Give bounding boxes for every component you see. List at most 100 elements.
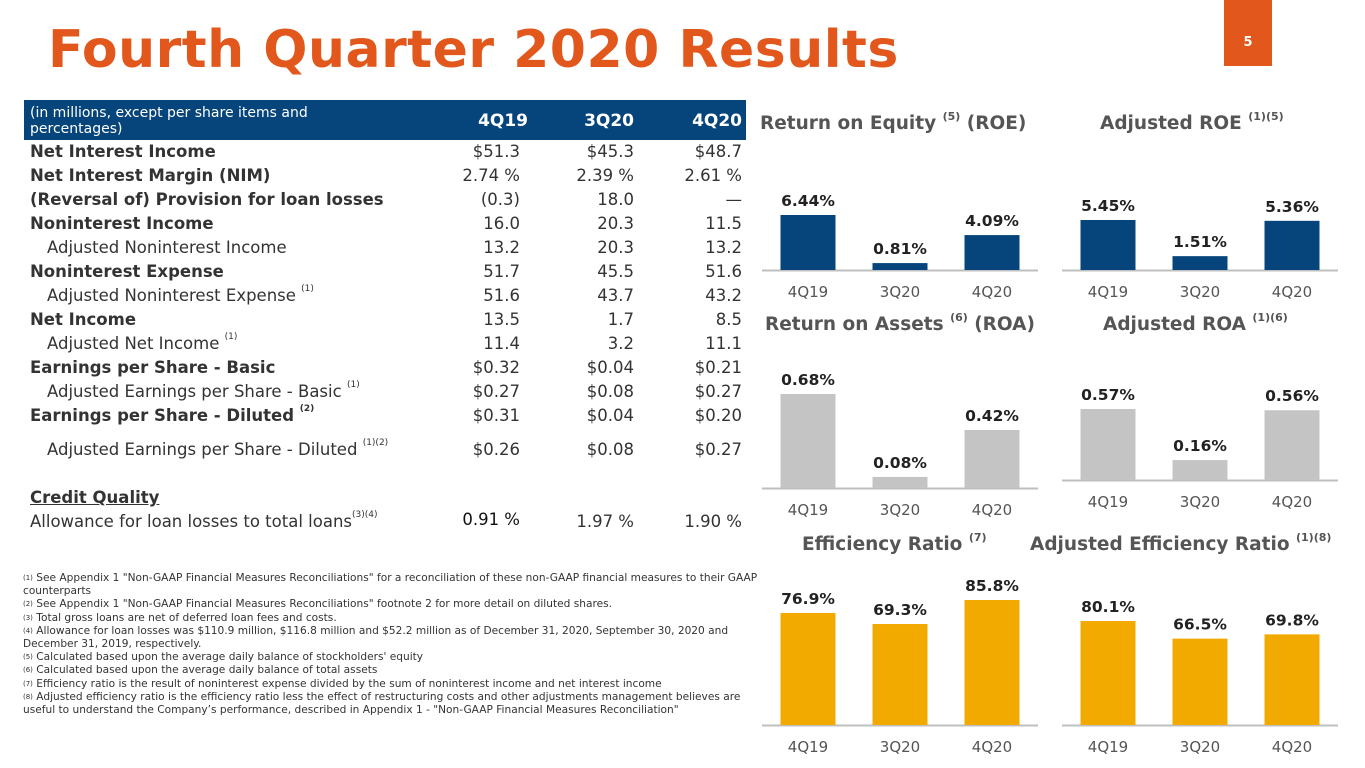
chart-title: Adjusted Efficiency Ratio (1)(8) (1030, 531, 1332, 555)
credit-quality-label: Credit Quality (30, 488, 160, 507)
row-label: Adjusted Earnings per Share - Basic (1) (47, 380, 360, 401)
row-value: $48.7 (694, 142, 742, 161)
table-header-description: (in millions, except per share items and… (30, 105, 308, 137)
tick-label: 4Q20 (972, 501, 1012, 519)
row-label-text: Earnings per Share - Basic (30, 358, 276, 377)
row-label-text: Noninterest Expense (30, 262, 224, 281)
footnote-number: (7) (23, 679, 33, 688)
row-value: $0.04 (586, 358, 634, 377)
row-footnote-ref: (1) (346, 380, 360, 390)
row-label: Noninterest Income (30, 214, 214, 233)
row-value: 18.0 (597, 190, 634, 209)
data-label: 0.08% (873, 454, 927, 472)
row-value: 2.39 % (576, 166, 634, 185)
row-value: 51.6 (705, 262, 742, 281)
page-number: 5 (1243, 35, 1253, 50)
chart-title-text: Adjusted ROE (1100, 113, 1242, 134)
row-label-text: Adjusted Earnings per Share - Diluted (47, 440, 358, 459)
bar-chart: 0.57% 4Q19 0.16% 3Q20 0.56% 4Q20 (1062, 386, 1338, 511)
row-label-text: Net Interest Income (30, 142, 216, 161)
row-value: $0.08 (586, 382, 634, 401)
footnote-number: (1) (23, 574, 33, 582)
row-label-text: Net Interest Margin (NIM) (30, 166, 271, 185)
tick-label: 4Q20 (972, 283, 1012, 301)
row-label-text: Adjusted Earnings per Share - Basic (47, 382, 342, 401)
tick-label: 4Q19 (1088, 493, 1128, 511)
row-value: 20.3 (597, 238, 634, 257)
row-value: $0.27 (694, 440, 742, 459)
row-value: 43.2 (705, 286, 742, 305)
row-label-text: Allowance for loan losses to total loans (30, 512, 352, 531)
footnote: (2) See Appendix 1 "Non-GAAP Financial M… (23, 598, 758, 611)
row-value: 2.74 % (462, 166, 520, 185)
row-footnote-ref: (1) (301, 284, 314, 294)
footnote-number: (8) (23, 692, 33, 701)
page-number-badge: 5 (1224, 0, 1272, 66)
tick-label: 3Q20 (880, 738, 920, 756)
bar (1172, 460, 1228, 480)
row-value: — (725, 190, 743, 209)
footnote-text: Total gross loans are net of deferred lo… (32, 611, 337, 624)
footnote-number: (5) (23, 653, 33, 662)
row-value: 43.7 (597, 286, 634, 305)
chart-title-footnote: (7) (968, 531, 987, 544)
row-label-text: Adjusted Net Income (47, 334, 220, 353)
row-value: 0.91 % (462, 510, 520, 529)
bar (1080, 621, 1136, 725)
data-label: 0.57% (1081, 386, 1135, 404)
bar (780, 394, 836, 488)
tick-label: 4Q20 (1272, 283, 1312, 301)
bar (780, 215, 836, 270)
data-label: 0.81% (873, 240, 927, 258)
row-value: 51.7 (483, 262, 520, 281)
table-row: Noninterest Income 16.0 20.3 11.5 (24, 212, 746, 236)
data-label: 5.36% (1265, 198, 1319, 216)
row-label-text: (Reversal of) Provision for loan losses (30, 190, 384, 209)
footnote: (8) Adjusted efficiency ratio is the eff… (23, 691, 758, 717)
row-value: 1.97 % (576, 512, 634, 531)
row-label: Adjusted Noninterest Expense (1) (47, 284, 314, 305)
tick-label: 4Q19 (1088, 283, 1128, 301)
row-label: Net Income (30, 310, 136, 329)
chart-title-footnote: (5) (942, 110, 961, 123)
data-label: 76.9% (781, 590, 835, 608)
row-value: 13.2 (483, 238, 520, 257)
row-value: 16.0 (483, 214, 520, 233)
row-value: 45.5 (597, 262, 634, 281)
tick-label: 3Q20 (880, 501, 920, 519)
chart-title-footnote: (1)(8) (1296, 531, 1332, 544)
row-value: 2.61 % (684, 166, 742, 185)
footnote-text: Efficiency ratio is the result of nonint… (32, 677, 662, 690)
data-label: 0.68% (781, 371, 835, 389)
bar-chart: 6.44% 4Q19 0.81% 3Q20 4.09% 4Q20 (762, 192, 1038, 301)
footnote: (4) Allowance for loan losses was $110.9… (23, 625, 758, 651)
table-header: (in millions, except per share items and… (24, 100, 746, 140)
row-label: Earnings per Share - Basic (30, 358, 275, 377)
column-header-4q19: 4Q19 (478, 111, 528, 131)
bar (1080, 220, 1136, 270)
bar (872, 624, 928, 725)
row-value: $0.04 (586, 406, 634, 425)
credit-quality-heading: Credit Quality (24, 486, 746, 510)
row-value: $51.3 (472, 142, 520, 161)
row-label: Adjusted Noninterest Income (47, 238, 287, 257)
chart-title-text: Return on Equity (760, 113, 937, 134)
footnote-number: (4) (23, 626, 33, 635)
data-label: 4.09% (965, 212, 1019, 230)
data-label: 80.1% (1081, 598, 1135, 616)
page-title: Fourth Quarter 2020 Results (48, 20, 899, 80)
footnote: (3) Total gross loans are net of deferre… (23, 612, 758, 625)
data-label: 69.3% (873, 601, 927, 619)
footnote-text: See Appendix 1 "Non-GAAP Financial Measu… (23, 572, 758, 598)
chart-title-footnote: (1)(6) (1252, 311, 1288, 324)
footnote: (7) Efficiency ratio is the result of no… (23, 678, 758, 691)
chart-title: Adjusted ROE (1)(5) (1100, 110, 1284, 134)
tick-label: 3Q20 (1180, 493, 1220, 511)
tick-label: 4Q19 (788, 738, 828, 756)
table-row: Net Interest Income $51.3 $45.3 $48.7 (24, 140, 746, 164)
table-row: Net Interest Margin (NIM) 2.74 % 2.39 % 2.6… (24, 164, 746, 188)
bar (872, 263, 928, 270)
table-row: Adjusted Net Income (1) 11.4 3.2 11.1 (24, 332, 746, 356)
row-label: Earnings per Share - Diluted (2) (30, 404, 314, 425)
table-row: Allowance for loan losses to total loans… (24, 510, 746, 534)
